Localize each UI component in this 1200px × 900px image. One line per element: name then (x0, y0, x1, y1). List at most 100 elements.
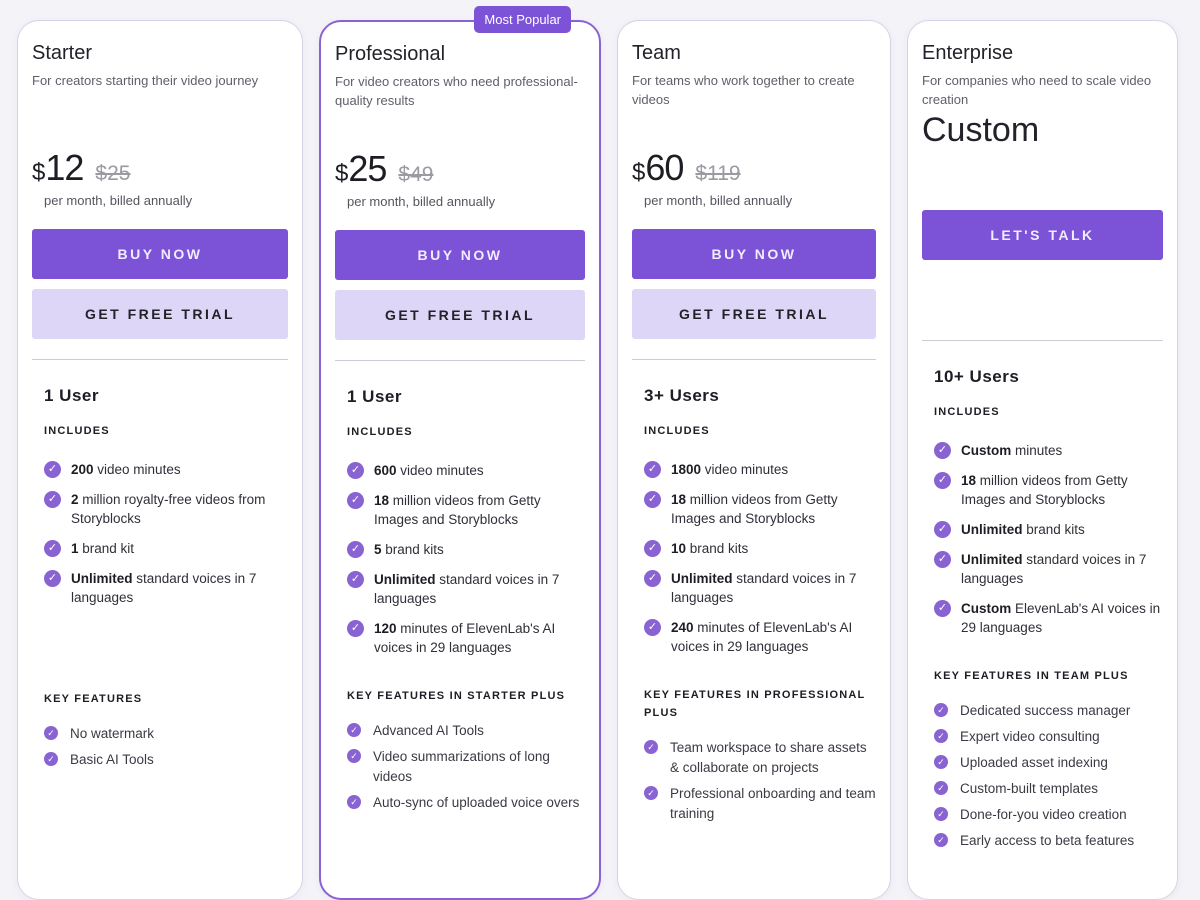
buy-button[interactable]: BUY NOW (632, 229, 876, 279)
currency: $ (32, 159, 46, 186)
list-item: ✓ Unlimited brand kits (934, 520, 1163, 539)
key-features-list: ✓ Dedicated success manager ✓ Expert video … (934, 701, 1163, 851)
item-text: brand kits (381, 542, 444, 557)
free-trial-button[interactable]: GET FREE TRIAL (32, 289, 288, 339)
item-text: minutes (1011, 443, 1063, 458)
check-circle-icon: ✓ (934, 521, 951, 538)
includes-heading: INCLUDES (44, 425, 110, 437)
list-item: ✓ 18 million videos from Getty Images and… (644, 490, 876, 528)
item-text: video minutes (701, 462, 789, 477)
currency: $ (632, 159, 646, 186)
item-text: million videos from Getty Images and Sto… (961, 473, 1128, 507)
plan-name: Team (632, 42, 681, 64)
item-highlight: 2 (71, 492, 79, 507)
check-circle-icon: ✓ (347, 571, 364, 588)
key-features-list: ✓ Team workspace to share assets & collab… (644, 738, 876, 824)
check-circle-icon: ✓ (644, 461, 661, 478)
list-item: ✓ Unlimited standard voices in 7 language… (44, 569, 288, 607)
list-item: ✓ Basic AI Tools (44, 750, 288, 770)
divider (335, 360, 585, 361)
check-circle-icon: ✓ (44, 461, 61, 478)
check-circle-icon: ✓ (347, 541, 364, 558)
includes-list: ✓ Custom minutes ✓ 18 million videos from G… (934, 441, 1163, 637)
plan-name: Enterprise (922, 42, 1014, 64)
list-item: ✓ Uploaded asset indexing (934, 753, 1163, 773)
plan-description: For companies who need to scale video cr… (922, 73, 1152, 107)
list-item: ✓ Custom-built templates (934, 779, 1163, 799)
check-circle-icon: ✓ (44, 726, 58, 740)
plan-description: For video creators who need professional… (335, 74, 578, 108)
plan-price: $60 $119 (632, 147, 876, 188)
original-price: $119 (695, 162, 741, 185)
item-text: standard voices in 7 languages (71, 571, 257, 605)
check-circle-icon: ✓ (644, 786, 658, 800)
check-circle-icon: ✓ (347, 462, 364, 479)
feature-text: Custom-built templates (960, 781, 1099, 796)
billing-note: per month, billed annually (347, 194, 496, 209)
item-highlight: 1 (71, 541, 79, 556)
check-circle-icon: ✓ (644, 491, 661, 508)
item-highlight: Custom (961, 443, 1012, 458)
plan-name: Starter (32, 42, 93, 64)
feature-text: Advanced AI Tools (373, 723, 484, 738)
check-circle-icon: ✓ (644, 619, 661, 636)
plan-description: For creators starting their video journe… (32, 73, 259, 88)
check-circle-icon: ✓ (347, 795, 361, 809)
plan-price: $12 $25 (32, 147, 288, 188)
buy-button[interactable]: BUY NOW (335, 230, 585, 280)
item-highlight: 600 (374, 463, 397, 478)
buy-button[interactable]: LET'S TALK (922, 210, 1163, 260)
check-circle-icon: ✓ (644, 540, 661, 557)
billing-note: per month, billed annually (44, 193, 193, 208)
plan-price: Custom (922, 111, 1040, 149)
item-highlight: Unlimited (71, 571, 133, 586)
list-item: ✓ 1 brand kit (44, 539, 288, 558)
item-highlight: 200 (71, 462, 94, 477)
plan-card-starter: Starter For creators starting their vide… (17, 20, 303, 900)
key-features-heading: KEY FEATURES IN STARTER PLUS (347, 690, 566, 702)
feature-text: Early access to beta features (960, 833, 1135, 848)
feature-text: Expert video consulting (960, 729, 1100, 744)
divider (32, 359, 288, 360)
free-trial-button[interactable]: GET FREE TRIAL (335, 290, 585, 340)
buy-button[interactable]: BUY NOW (32, 229, 288, 279)
list-item: ✓ Custom minutes (934, 441, 1163, 460)
price-amount: 60 (645, 147, 684, 188)
list-item: ✓ 18 million videos from Getty Images and… (934, 471, 1163, 509)
item-highlight: Unlimited (961, 552, 1023, 567)
divider (632, 359, 876, 360)
item-highlight: Custom (961, 601, 1012, 616)
most-popular-badge: Most Popular (474, 6, 571, 33)
item-text: minutes of ElevenLab's AI voices in 29 l… (374, 621, 556, 655)
check-circle-icon: ✓ (44, 491, 61, 508)
item-text: brand kits (1022, 522, 1085, 537)
list-item: ✓ 200 video minutes (44, 460, 288, 479)
item-text: brand kits (686, 541, 749, 556)
user-count: 3+ Users (644, 386, 720, 405)
list-item: ✓ 18 million videos from Getty Images and… (347, 491, 585, 529)
check-circle-icon: ✓ (347, 723, 361, 737)
billing-note: per month, billed annually (644, 193, 793, 208)
item-text: standard voices in 7 languages (961, 552, 1147, 586)
check-circle-icon: ✓ (934, 729, 948, 743)
item-highlight: 18 (374, 493, 390, 508)
feature-text: Done-for-you video creation (960, 807, 1127, 822)
item-highlight: 120 (374, 621, 397, 636)
list-item: ✓ Unlimited standard voices in 7 language… (644, 569, 876, 607)
list-item: ✓ Team workspace to share assets & collab… (644, 738, 876, 778)
check-circle-icon: ✓ (347, 492, 364, 509)
item-text: million royalty-free videos from Storybl… (71, 492, 266, 526)
item-text: ElevenLab's AI voices in 29 languages (961, 601, 1161, 635)
item-text: minutes of ElevenLab's AI voices in 29 l… (671, 620, 853, 654)
feature-text: Basic AI Tools (70, 752, 154, 767)
check-circle-icon: ✓ (934, 781, 948, 795)
list-item: ✓ No watermark (44, 724, 288, 744)
includes-heading: INCLUDES (347, 426, 413, 438)
key-features-list: ✓ No watermark ✓ Basic AI Tools (44, 724, 288, 770)
free-trial-button[interactable]: GET FREE TRIAL (632, 289, 876, 339)
price-amount: 25 (348, 148, 387, 189)
key-features-heading: KEY FEATURES IN PROFESSIONAL PLUS (644, 689, 866, 719)
item-highlight: 18 (961, 473, 977, 488)
includes-list: ✓ 1800 video minutes ✓ 18 million videos fr… (644, 460, 876, 656)
user-count: 1 User (347, 387, 402, 406)
